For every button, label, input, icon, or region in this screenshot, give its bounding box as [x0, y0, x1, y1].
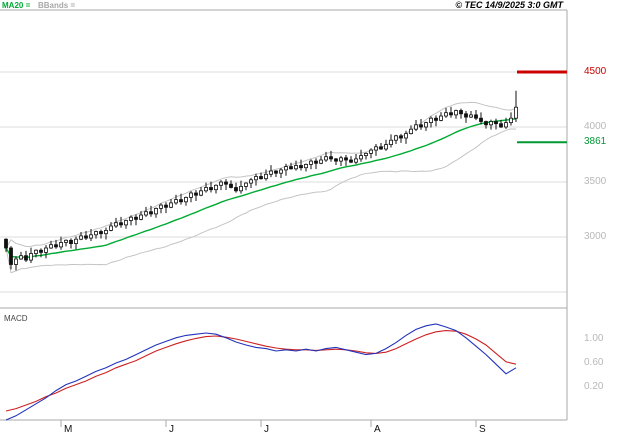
price-label-4000: 4000: [584, 121, 607, 132]
month-label-sep: S: [479, 424, 486, 435]
month-label-jun: J: [169, 424, 174, 435]
legend-bbands: BBands =: [38, 1, 76, 10]
macd-panel-label: MACD: [4, 314, 28, 323]
macd-label-020: 0.20: [584, 381, 604, 392]
legend-ma20: MA20 =: [2, 1, 31, 10]
month-label-jul: J: [264, 424, 269, 435]
price-label-3000: 3000: [584, 231, 607, 242]
macd-label-060: 0.60: [584, 357, 604, 368]
price-label-4500: 4500: [584, 66, 607, 77]
month-label-may: M: [64, 424, 73, 435]
price-label-3861: 3861: [584, 136, 607, 147]
month-label-aug: A: [374, 424, 381, 435]
price-label-3500: 3500: [584, 176, 607, 187]
copyright-text: © TEC 14/9/2025 3:0 GMT: [455, 0, 563, 10]
macd-label-100: 1.00: [584, 333, 604, 344]
